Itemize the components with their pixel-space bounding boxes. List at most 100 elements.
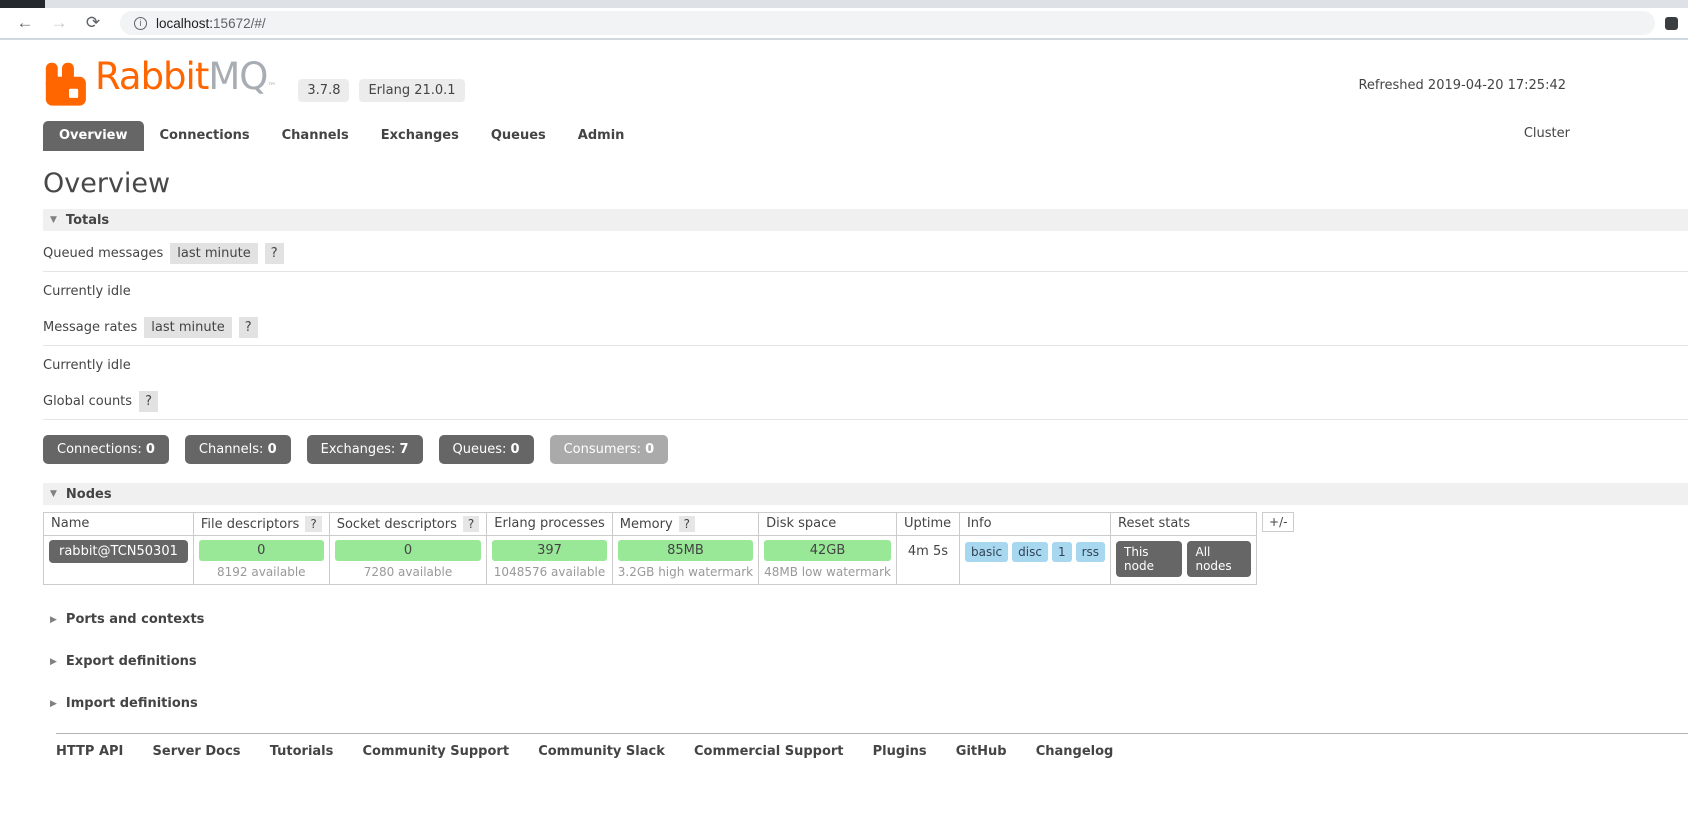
ep-gauge: 397	[492, 540, 607, 561]
node-name-cell: rabbit@TCN50301	[43, 535, 194, 585]
col-file-descriptors: File descriptors?	[192, 512, 330, 536]
nodes-table: Name File descriptors? Socket descriptor…	[43, 512, 1258, 585]
tab-overview[interactable]: Overview	[43, 121, 144, 151]
rates-idle-text: Currently idle	[43, 358, 131, 373]
queued-rate-mode-chip[interactable]: last minute	[170, 243, 258, 264]
disk-gauge: 42GB	[764, 540, 891, 561]
tab-queues[interactable]: Queues	[490, 128, 546, 143]
column-toggle-button[interactable]: +/-	[1262, 512, 1295, 532]
collapse-triangle-icon: ▼	[50, 215, 57, 225]
tab-exchanges[interactable]: Exchanges	[380, 128, 459, 143]
main-nav-tabs: Overview Connections Channels Exchanges …	[43, 121, 1688, 151]
footer-link-plugins[interactable]: Plugins	[872, 744, 927, 759]
reload-icon[interactable]: ⟳	[85, 13, 101, 32]
col-disk-space: Disk space	[758, 512, 897, 536]
expand-triangle-icon: ▶	[50, 698, 57, 709]
chrome-divider	[0, 38, 1688, 40]
back-icon[interactable]: ←	[16, 13, 34, 32]
footer: HTTP API Server Docs Tutorials Community…	[56, 733, 1688, 759]
fd-help-icon[interactable]: ?	[305, 516, 322, 532]
url-bar[interactable]: i localhost:15672/#/	[120, 11, 1655, 35]
col-uptime: Uptime	[895, 512, 960, 536]
ports-and-contexts-section[interactable]: ▶ Ports and contexts	[50, 612, 205, 627]
info-tag-disc: disc	[1012, 542, 1048, 562]
col-info: Info	[958, 512, 1112, 536]
browser-tab-strip	[0, 0, 1688, 8]
forward-icon[interactable]: →	[50, 13, 68, 32]
rates-help-icon[interactable]: ?	[238, 317, 258, 338]
footer-link-github[interactable]: GitHub	[955, 744, 1007, 759]
memory-watermark: 3.2GB high watermark	[617, 565, 754, 579]
node-name-badge[interactable]: rabbit@TCN50301	[49, 540, 188, 563]
reset-all-nodes-button[interactable]: All nodes	[1187, 541, 1252, 577]
info-tag-count: 1	[1051, 542, 1072, 562]
browser-toolbar: ← → ⟳ i localhost:15672/#/	[0, 8, 1688, 38]
tab-channels[interactable]: Channels	[281, 128, 349, 143]
totals-section-header[interactable]: ▼ Totals	[43, 209, 1688, 231]
nodes-table-wrap: Name File descriptors? Socket descriptor…	[43, 512, 1688, 585]
queued-help-icon[interactable]: ?	[264, 243, 284, 264]
queued-messages-row: Queued messages last minute ?	[43, 231, 1688, 272]
erlang-version-badge: Erlang 21.0.1	[359, 79, 465, 102]
global-counts-row: Global counts ?	[43, 379, 1688, 420]
footer-link-community-support[interactable]: Community Support	[362, 744, 510, 759]
erlang-processes-cell: 397 1048576 available	[486, 535, 613, 585]
connections-count-badge: Connections: 0	[43, 435, 169, 464]
col-reset-stats: Reset stats	[1110, 512, 1258, 536]
global-counts-label: Global counts	[43, 394, 133, 409]
import-definitions-section[interactable]: ▶ Import definitions	[50, 696, 198, 711]
info-tag-basic: basic	[964, 542, 1009, 562]
uptime-cell: 4m 5s	[895, 535, 960, 585]
export-definitions-section[interactable]: ▶ Export definitions	[50, 654, 197, 669]
footer-link-commercial-support[interactable]: Commercial Support	[694, 744, 844, 759]
file-descriptors-cell: 0 8192 available	[192, 535, 330, 585]
message-rates-label: Message rates	[43, 320, 138, 335]
footer-link-changelog[interactable]: Changelog	[1035, 744, 1114, 759]
consumers-count-badge: Consumers: 0	[549, 435, 669, 464]
footer-link-community-slack[interactable]: Community Slack	[538, 744, 665, 759]
rates-rate-mode-chip[interactable]: last minute	[144, 317, 232, 338]
expand-triangle-icon: ▶	[50, 656, 57, 667]
col-name: Name	[43, 512, 194, 536]
queues-count-badge: Queues: 0	[438, 435, 534, 464]
footer-link-tutorials[interactable]: Tutorials	[269, 744, 334, 759]
extension-icon[interactable]	[1665, 16, 1678, 30]
rabbitmq-overview-page: Refreshed 2019-04-20 17:25:42 Cluster Ra…	[0, 40, 1688, 759]
rabbitmq-wordmark[interactable]: RabbitMQ™	[95, 55, 277, 98]
uptime-value: 4m 5s	[907, 544, 949, 559]
nodes-section-header[interactable]: ▼ Nodes	[43, 483, 1688, 505]
col-socket-descriptors: Socket descriptors?	[328, 512, 488, 536]
col-memory: Memory?	[611, 512, 760, 536]
brand-header: RabbitMQ™ 3.7.8 Erlang 21.0.1	[43, 55, 1688, 107]
sd-available: 7280 available	[363, 565, 453, 579]
browser-chrome: ← → ⟳ i localhost:15672/#/	[0, 0, 1688, 40]
ep-available: 1048576 available	[493, 565, 606, 579]
disk-space-cell: 42GB 48MB low watermark	[758, 535, 897, 585]
collapse-triangle-icon: ▼	[50, 489, 57, 499]
footer-link-server-docs[interactable]: Server Docs	[152, 744, 241, 759]
global-counts-help-icon[interactable]: ?	[139, 391, 158, 412]
version-badges: 3.7.8 Erlang 21.0.1	[298, 79, 465, 102]
fd-available: 8192 available	[217, 565, 306, 579]
rabbitmq-logo-icon	[45, 62, 86, 106]
tab-admin[interactable]: Admin	[577, 128, 625, 143]
browser-tab-stub	[0, 0, 45, 8]
tab-connections[interactable]: Connections	[159, 128, 250, 143]
expand-triangle-icon: ▶	[50, 614, 57, 625]
queued-idle-text: Currently idle	[43, 284, 131, 299]
sd-help-icon[interactable]: ?	[462, 516, 480, 532]
memory-cell: 85MB 3.2GB high watermark	[611, 535, 760, 585]
queued-messages-label: Queued messages	[43, 246, 164, 261]
footer-link-http-api[interactable]: HTTP API	[56, 744, 124, 759]
info-cell: basic disc 1 rss	[958, 535, 1112, 585]
cluster-label: Cluster	[1523, 126, 1570, 141]
exchanges-count-badge: Exchanges: 7	[306, 435, 423, 464]
node-row: rabbit@TCN50301 0 8192 available 0 7280 …	[43, 535, 1258, 585]
rabbitmq-version-badge: 3.7.8	[298, 79, 350, 102]
memory-help-icon[interactable]: ?	[678, 516, 696, 532]
page-info-icon[interactable]: i	[134, 16, 147, 30]
url-text: localhost:15672/#/	[156, 15, 266, 31]
sd-gauge: 0	[334, 540, 482, 561]
reset-this-node-button[interactable]: This node	[1116, 541, 1183, 577]
reset-stats-cell: This node All nodes	[1110, 535, 1258, 585]
